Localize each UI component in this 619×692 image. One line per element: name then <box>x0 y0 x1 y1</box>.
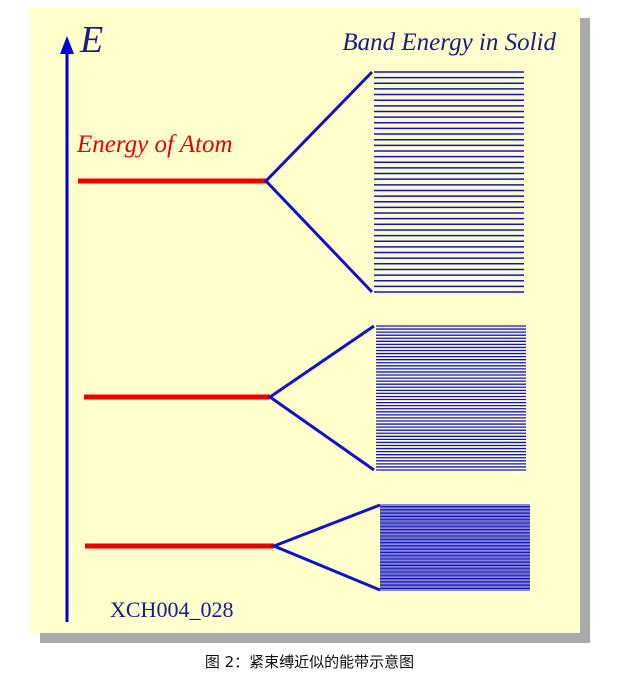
figure-id-label: XCH004_028 <box>110 597 233 622</box>
diagram-title: Band Energy in Solid <box>342 29 556 56</box>
figure-caption: 图 2：紧束缚近似的能带示意图 <box>0 651 619 672</box>
atom-level-label: Energy of Atom <box>76 131 233 158</box>
energy-axis-label: E <box>79 19 103 61</box>
